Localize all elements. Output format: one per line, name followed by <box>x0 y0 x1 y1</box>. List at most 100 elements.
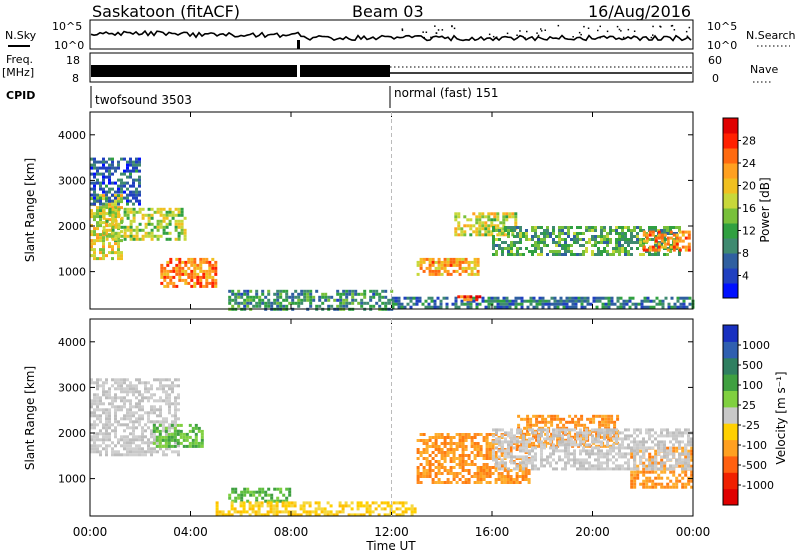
power-echo-cell <box>381 301 385 305</box>
power-echo-cell <box>96 166 99 170</box>
velocity-echo-cell <box>573 458 576 462</box>
velocity-echo-cell <box>595 444 599 448</box>
velocity-echo-cell <box>446 478 450 481</box>
velocity-echo-cell <box>666 482 670 486</box>
velocity-echo-cell <box>138 405 141 409</box>
velocity-echo-cell <box>504 464 507 468</box>
date-title: 16/Aug/2016 <box>588 2 691 21</box>
power-echo-cell <box>123 169 126 173</box>
velocity-echo-cell <box>237 496 241 500</box>
velocity-echo-cell <box>606 455 609 459</box>
power-echo-cell <box>111 210 115 214</box>
velocity-echo-cell <box>171 414 174 418</box>
velocity-echo-cell <box>150 453 153 457</box>
velocity-echo-cell <box>150 429 153 433</box>
velocity-echo-cell <box>93 426 96 430</box>
power-echo-cell <box>687 245 691 249</box>
velocity-echo-cell <box>570 443 573 447</box>
velocity-echo-cell <box>555 467 558 471</box>
velocity-echo-cell <box>504 461 507 465</box>
power-echo-cell <box>175 269 179 273</box>
power-echo-cell <box>514 305 518 309</box>
velocity-echo-cell <box>464 436 468 439</box>
power-echo-cell <box>540 238 543 241</box>
velocity-echo-cell <box>132 438 135 442</box>
velocity-echo-cell <box>580 435 584 439</box>
velocity-echo-cell <box>425 445 429 448</box>
power-echo-cell <box>502 212 506 216</box>
velocity-echo-cell <box>585 431 588 435</box>
velocity-echo-cell <box>123 423 126 427</box>
velocity-echo-cell <box>690 458 694 462</box>
power-echo-cell <box>508 299 512 303</box>
velocity-echo-cell <box>610 414 614 418</box>
velocity-echo-cell <box>251 510 255 514</box>
velocity-echo-cell <box>540 434 543 438</box>
power-echo-cell <box>90 230 93 234</box>
velocity-echo-cell <box>597 440 600 444</box>
power-echo-cell <box>552 232 555 235</box>
power-echo-cell <box>597 241 600 244</box>
velocity-echo-cell <box>132 441 135 445</box>
power-echo-cell <box>90 215 93 219</box>
velocity-echo-cell <box>159 381 162 385</box>
velocity-echo-cell <box>606 458 609 462</box>
velocity-echo-cell <box>684 461 687 465</box>
power-echo-cell <box>150 222 154 226</box>
power-echo-cell <box>669 226 672 229</box>
velocity-echo-cell <box>428 472 432 475</box>
power-echo-cell <box>90 248 93 252</box>
velocity-echo-cell <box>488 451 492 454</box>
velocity-echo-cell <box>449 457 453 460</box>
velocity-echo-cell <box>500 481 504 484</box>
power-echo-cell <box>663 232 666 235</box>
power-echo-cell <box>534 241 537 244</box>
power-echo-cell <box>687 248 691 252</box>
velocity-echo-cell <box>573 440 576 444</box>
power-echo-cell <box>90 212 93 216</box>
velocity-echo-cell <box>452 448 456 451</box>
power-echo-cell <box>598 296 602 300</box>
power-echo-cell <box>607 305 611 309</box>
velocity-echo-cell <box>573 455 576 459</box>
velocity-echo-cell <box>248 507 252 511</box>
velocity-echo-cell <box>613 420 617 424</box>
velocity-echo-cell <box>654 461 657 465</box>
velocity-echo-cell <box>171 420 174 424</box>
power-echo-cell <box>600 253 603 256</box>
power-echo-cell <box>615 229 618 232</box>
power-echo-cell <box>99 233 102 237</box>
velocity-echo-cell <box>558 428 561 432</box>
power-colorbar-segment <box>723 178 738 194</box>
velocity-echo-cell <box>141 414 144 418</box>
power-echo-cell <box>190 269 194 273</box>
power-echo-cell <box>604 305 608 309</box>
power-echo-cell <box>648 230 652 234</box>
power-echo-cell <box>282 304 286 308</box>
velocity-echo-cell <box>494 481 498 484</box>
velocity-echo-cell <box>526 438 530 442</box>
velocity-echo-cell <box>141 438 144 442</box>
velocity-echo-cell <box>604 423 608 427</box>
power-echo-cell <box>237 295 241 299</box>
velocity-echo-cell <box>428 436 432 439</box>
velocity-echo-cell <box>93 444 96 448</box>
velocity-echo-cell <box>627 458 630 462</box>
power-echo-cell <box>519 232 522 235</box>
power-echo-cell <box>231 289 235 293</box>
power-echo-cell <box>162 225 166 229</box>
power-echo-cell <box>279 304 283 308</box>
power-echo-cell <box>90 202 93 206</box>
velocity-echo-cell <box>573 428 576 432</box>
velocity-echo-cell <box>595 435 599 439</box>
velocity-echo-cell <box>684 458 687 462</box>
velocity-echo-cell <box>633 431 636 435</box>
velocity-echo-cell <box>473 436 477 439</box>
velocity-echo-cell <box>120 438 123 442</box>
power-echo-cell <box>481 221 485 225</box>
power-echo-cell <box>156 225 160 229</box>
velocity-echo-cell <box>591 428 594 432</box>
power-echo-cell <box>457 215 461 219</box>
velocity-echo-cell <box>467 469 471 472</box>
velocity-echo-cell <box>267 499 271 503</box>
